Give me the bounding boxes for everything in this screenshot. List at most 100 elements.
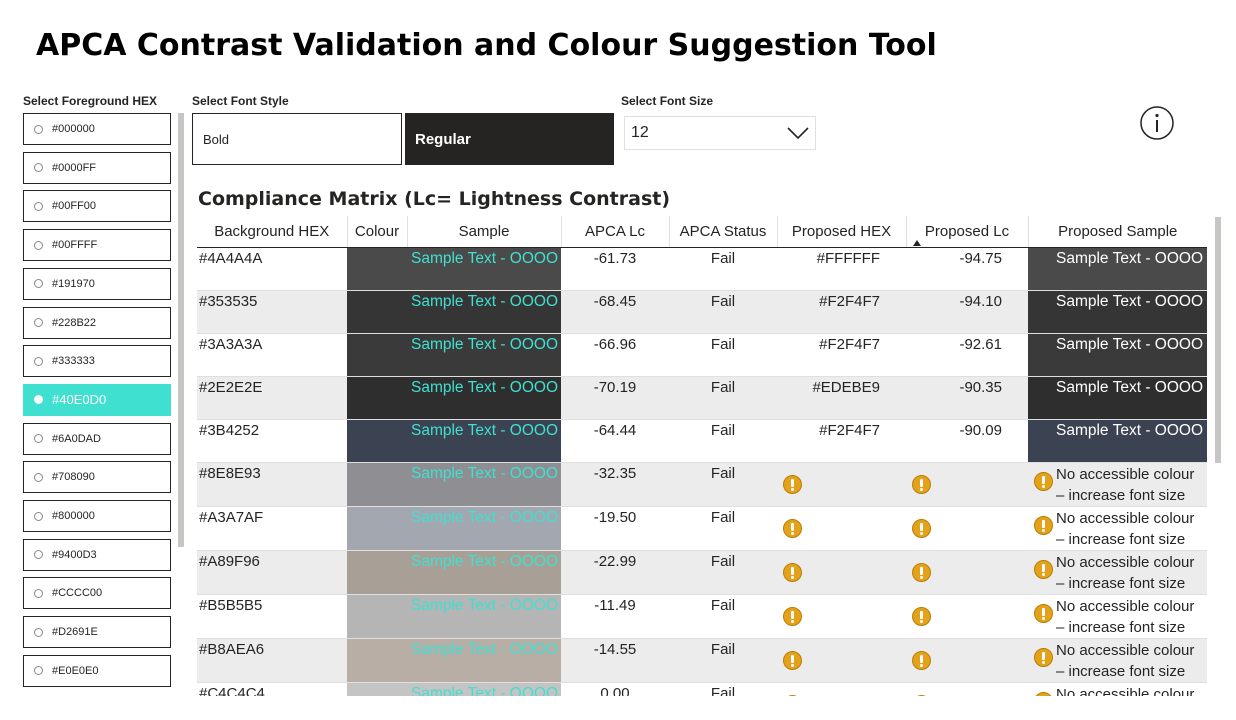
proposed-hex-cell: [777, 682, 906, 696]
compliance-matrix-title: Compliance Matrix (Lc= Lightness Contras…: [198, 188, 671, 210]
radio-icon: [34, 318, 43, 327]
proposed-lc-cell: [906, 462, 1028, 507]
foreground-option[interactable]: #000000: [23, 113, 171, 145]
foreground-option[interactable]: #00FF00: [23, 190, 171, 223]
foreground-option[interactable]: #228B22: [23, 306, 171, 339]
warning-icon: [1034, 648, 1053, 667]
apca-lc-cell: -61.73: [561, 247, 669, 291]
foreground-option[interactable]: #0000FF: [23, 151, 171, 184]
table-row[interactable]: #3B4252 Sample Text - OOOO -64.44 Fail #F2F4…: [197, 419, 1207, 463]
foreground-option[interactable]: #9400D3: [23, 538, 171, 571]
foreground-option-label: #CCCC00: [52, 587, 103, 600]
proposed-lc-cell: [906, 682, 1028, 696]
proposed-sample-cell: Sample Text - OOOO: [1028, 333, 1207, 377]
foreground-option[interactable]: #6A0DAD: [23, 422, 171, 455]
sample-text-cell: Sample Text - OOOO: [407, 419, 561, 463]
table-row[interactable]: #3A3A3A Sample Text - OOOO -66.96 Fail #F2F4…: [197, 333, 1207, 377]
proposed-sample-cell: Sample Text - OOOO: [1028, 376, 1207, 420]
foreground-option-label: #00FFFF: [52, 239, 98, 252]
foreground-option[interactable]: #CCCC00: [23, 577, 171, 610]
compliance-matrix-table: Background HEX Colour Sample APCA Lc APC…: [197, 216, 1207, 696]
column-header-apca-status[interactable]: APCA Status: [669, 216, 778, 248]
foreground-option[interactable]: #E0E0E0: [23, 654, 171, 687]
colour-swatch-cell: [347, 419, 407, 463]
foreground-option[interactable]: #D2691E: [23, 616, 171, 649]
column-header-sample[interactable]: Sample: [407, 216, 562, 248]
background-hex-cell: #4A4A4A: [197, 247, 347, 291]
colour-swatch-cell: [347, 550, 407, 595]
column-header-proposed-hex[interactable]: Proposed HEX: [777, 216, 907, 248]
font-size-slicer-label: Select Font Size: [621, 94, 714, 108]
no-accessible-colour-text: No accessible colour – increase font siz…: [1056, 554, 1195, 592]
foreground-option[interactable]: #333333: [23, 345, 171, 378]
table-row[interactable]: #353535 Sample Text - OOOO -68.45 Fail #F2F4…: [197, 290, 1207, 334]
foreground-option[interactable]: #40E0D0: [23, 383, 171, 416]
radio-icon: [34, 240, 43, 250]
foreground-option-label: #D2691E: [52, 626, 98, 639]
apca-status-cell: Fail: [669, 419, 777, 463]
proposed-hex-cell: #F2F4F7: [777, 290, 906, 334]
apca-status-cell: Fail: [669, 462, 777, 507]
radio-selected-icon: [34, 395, 43, 405]
warning-icon: [912, 695, 931, 696]
proposed-hex-cell: [777, 462, 906, 507]
table-row[interactable]: #2E2E2E Sample Text - OOOO -70.19 Fail #EDEB…: [197, 376, 1207, 420]
apca-status-cell: Fail: [669, 594, 777, 639]
no-accessible-colour-text: No accessible colour – increase font siz…: [1056, 642, 1195, 680]
table-row[interactable]: #4A4A4A Sample Text - OOOO -61.73 Fail #FFFF…: [197, 247, 1207, 291]
proposed-sample-cell: Sample Text - OOOO: [1028, 247, 1207, 291]
column-header-colour[interactable]: Colour: [347, 216, 408, 248]
column-header-proposed-lc[interactable]: Proposed Lc: [906, 216, 1029, 248]
radio-icon: [34, 627, 43, 637]
colour-swatch-cell: [347, 506, 407, 551]
column-header-proposed-sample[interactable]: Proposed Sample: [1028, 216, 1207, 248]
proposed-sample-cell: No accessible colour – increase font siz…: [1028, 462, 1207, 507]
background-hex-cell: #C4C4C4: [197, 682, 347, 696]
no-accessible-colour-message: No accessible colour – increase font siz…: [1032, 640, 1203, 682]
column-header-background-hex[interactable]: Background HEX: [197, 216, 348, 248]
apca-status-cell: Fail: [669, 247, 777, 291]
foreground-slicer-label: Select Foreground HEX: [23, 94, 158, 108]
foreground-option[interactable]: #800000: [23, 500, 171, 532]
sample-text-cell: Sample Text - OOOO: [407, 333, 561, 377]
sample-text-cell: Sample Text - OOOO: [407, 594, 561, 639]
colour-swatch-cell: [347, 462, 407, 507]
table-row[interactable]: #B5B5B5 Sample Text - OOOO -11.49 Fail No ac…: [197, 594, 1207, 639]
column-header-apca-lc[interactable]: APCA Lc: [561, 216, 670, 248]
foreground-option[interactable]: #708090: [23, 461, 171, 494]
proposed-sample-cell: No accessible colour – increase font siz…: [1028, 550, 1207, 595]
info-icon[interactable]: [1139, 105, 1175, 141]
foreground-option-label: #0000FF: [52, 161, 97, 174]
table-row[interactable]: #8E8E93 Sample Text - OOOO -32.35 Fail No ac…: [197, 462, 1207, 507]
font-style-bold-button[interactable]: Bold: [192, 113, 402, 165]
table-row[interactable]: #A89F96 Sample Text - OOOO -22.99 Fail No ac…: [197, 550, 1207, 595]
warning-icon: [1034, 604, 1053, 623]
table-row[interactable]: #B8AEA6 Sample Text - OOOO -14.55 Fail No ac…: [197, 638, 1207, 683]
font-style-regular-button[interactable]: Regular: [405, 113, 614, 165]
proposed-sample-cell: No accessible colour – increase font siz…: [1028, 682, 1207, 696]
no-accessible-colour-text: No accessible colour – increase font siz…: [1056, 510, 1195, 548]
colour-swatch-cell: [347, 290, 407, 334]
apca-lc-cell: -64.44: [561, 419, 669, 463]
background-hex-cell: #B8AEA6: [197, 638, 347, 683]
proposed-lc-cell: -94.10: [906, 290, 1028, 334]
sample-text-cell: Sample Text - OOOO: [407, 247, 561, 291]
font-size-dropdown[interactable]: 12: [624, 116, 816, 150]
table-row[interactable]: #A3A7AF Sample Text - OOOO -19.50 Fail No ac…: [197, 506, 1207, 551]
radio-icon: [34, 588, 43, 598]
radio-icon: [34, 201, 43, 211]
warning-icon: [912, 519, 931, 538]
radio-icon: [34, 434, 43, 444]
proposed-hex-cell: #F2F4F7: [777, 333, 906, 377]
apca-lc-cell: -14.55: [561, 638, 669, 683]
warning-icon: [783, 519, 802, 538]
apca-lc-cell: -11.49: [561, 594, 669, 639]
radio-icon: [34, 550, 43, 560]
foreground-slicer-scrollbar[interactable]: [178, 113, 184, 547]
colour-swatch-cell: [347, 682, 407, 696]
foreground-option[interactable]: #00FFFF: [23, 229, 171, 262]
table-row[interactable]: #C4C4C4 Sample Text - OOOO 0.00 Fail No acce…: [197, 682, 1207, 696]
table-scrollbar[interactable]: [1215, 217, 1221, 463]
warning-icon: [783, 695, 802, 696]
foreground-option[interactable]: #191970: [23, 267, 171, 300]
